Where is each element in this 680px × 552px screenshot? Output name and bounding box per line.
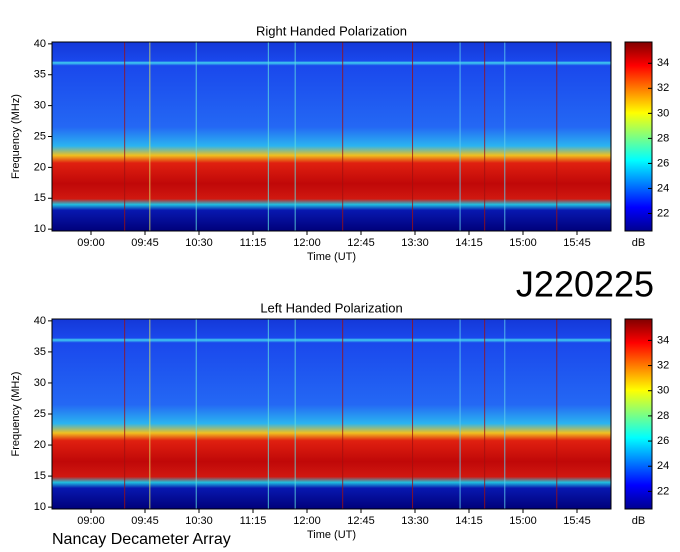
y-tick-label: 25 [34,408,46,420]
x-tick-label: 10:30 [185,237,213,249]
y-tick-label: 10 [34,223,46,235]
x-tick-label: 09:45 [131,515,159,527]
x-tick-label: 12:00 [293,515,321,527]
y-axis-label: Frequency (MHz) [10,372,22,457]
colorbar-tick-label: 30 [657,107,669,119]
spectrogram [52,319,611,509]
colorbar-tick-label: 28 [657,132,669,144]
colorbar-tick-label: 26 [657,157,669,169]
y-tick-label: 15 [34,192,46,204]
colorbar-tick-label: 22 [657,207,669,219]
chart-title: Right Handed Polarization [256,23,407,38]
colorbar-tick-label: 26 [657,435,669,447]
colorbar-label: dB [632,237,645,249]
footer: Nancay Decameter Array [52,531,231,548]
y-tick-label: 15 [34,470,46,482]
colorbar-tick-label: 30 [657,385,669,397]
x-tick-label: 12:00 [293,237,321,249]
colorbar-tick-label: 22 [657,485,669,497]
colorbar-label: dB [632,515,645,527]
colorbar-tick-label: 34 [657,334,669,346]
x-axis-label: Time (UT) [307,529,356,541]
x-tick-label: 15:45 [563,237,591,249]
y-tick-label: 40 [34,315,46,327]
y-tick-label: 10 [34,501,46,513]
x-tick-label: 10:30 [185,515,213,527]
colorbar-tick-label: 24 [657,182,669,194]
x-tick-label: 15:45 [563,515,591,527]
x-tick-label: 14:15 [455,515,483,527]
chart-title: Left Handed Polarization [260,300,402,315]
station-label: J220225 [516,264,654,305]
y-tick-label: 20 [34,439,46,451]
y-tick-label: 25 [34,130,46,142]
x-tick-label: 12:45 [347,515,375,527]
colorbar-tick-label: 32 [657,82,669,94]
x-tick-label: 13:30 [401,237,429,249]
x-tick-label: 13:30 [401,515,429,527]
x-tick-label: 09:00 [77,515,105,527]
colorbar [624,318,653,510]
colorbar-tick-label: 32 [657,359,669,371]
colorbar-tick-label: 28 [657,410,669,422]
y-tick-label: 30 [34,100,46,112]
x-tick-label: 09:45 [131,237,159,249]
colorbar [624,41,653,232]
y-tick-label: 35 [34,69,46,81]
y-axis-label: Frequency (MHz) [10,94,22,179]
x-tick-label: 11:15 [240,515,267,527]
x-tick-label: 14:15 [455,237,483,249]
y-tick-label: 30 [34,377,46,389]
x-tick-label: 09:00 [77,237,105,249]
x-tick-label: 11:15 [240,237,267,249]
x-tick-label: 15:00 [509,515,537,527]
x-axis-label: Time (UT) [307,251,356,263]
y-tick-label: 20 [34,161,46,173]
y-tick-label: 35 [34,346,46,358]
colorbar-tick-label: 24 [657,460,669,472]
colorbar-tick-label: 34 [657,57,669,69]
y-tick-label: 40 [34,38,46,50]
x-tick-label: 15:00 [509,237,537,249]
spectrogram [52,42,611,231]
x-tick-label: 12:45 [347,237,375,249]
